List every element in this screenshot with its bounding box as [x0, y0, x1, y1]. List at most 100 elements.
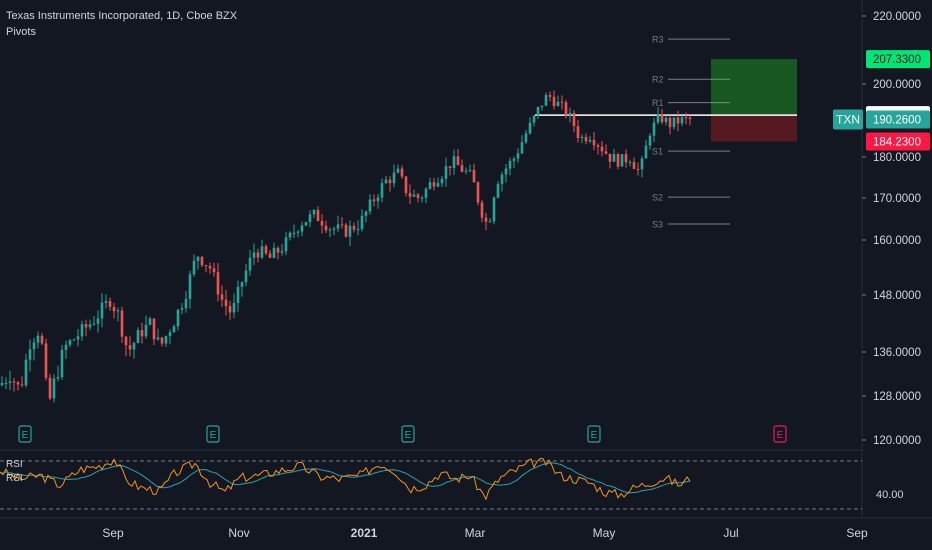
candle: [212, 263, 216, 277]
candle-body: [584, 136, 588, 142]
candle-body: [136, 330, 140, 343]
price-tick-label: 136.0000: [873, 347, 921, 359]
candle-body: [556, 101, 560, 107]
candle: [676, 110, 680, 132]
price-tick-label: 180.0000: [873, 152, 921, 164]
candle-body: [316, 209, 320, 222]
indicator-label[interactable]: Pivots: [6, 26, 36, 38]
time-tick-label: Mar: [465, 526, 486, 540]
candle-body: [420, 197, 424, 199]
candle: [248, 249, 252, 276]
last-price-label-box: [866, 110, 930, 129]
candle-body: [172, 326, 176, 333]
candle: [388, 176, 392, 192]
candle-body: [516, 153, 520, 159]
candle: [56, 365, 60, 382]
candle: [372, 194, 376, 207]
candle-body: [60, 349, 64, 377]
candle: [144, 315, 148, 339]
time-axis[interactable]: Sep Nov 2021 Mar May Jul Sep: [102, 526, 868, 540]
candle: [560, 95, 564, 110]
candle-body: [256, 252, 260, 258]
earnings-marker-box: [773, 425, 787, 443]
candle: [356, 220, 360, 236]
candle: [216, 263, 220, 302]
candle-body: [236, 286, 240, 303]
candle: [12, 377, 16, 392]
candle: [36, 331, 40, 349]
candle: [520, 135, 524, 155]
symbol-title[interactable]: Texas Instruments Incorporated, 1D, Cboe…: [6, 10, 238, 22]
candle: [524, 129, 528, 144]
last-price-label-text: 190.2600: [873, 115, 921, 127]
candle: [184, 291, 188, 313]
candle: [296, 230, 300, 238]
candle: [208, 262, 212, 274]
candle: [656, 107, 660, 125]
candle-body: [608, 153, 612, 162]
candle-body: [112, 306, 116, 312]
candle-body: [140, 330, 144, 337]
candle: [332, 226, 336, 236]
candle-body: [4, 382, 8, 384]
candle: [192, 254, 196, 278]
candle-body: [460, 165, 464, 172]
candle-body: [436, 183, 440, 187]
candle-body: [8, 381, 12, 383]
candle: [468, 164, 472, 173]
candle: [508, 157, 512, 176]
candle-body: [616, 154, 620, 167]
candle: [164, 335, 168, 348]
candle: [172, 324, 176, 333]
long-position-tool[interactable]: [535, 59, 797, 142]
candle-body: [540, 105, 544, 108]
candle: [624, 149, 628, 168]
candle: [180, 303, 184, 315]
price-axis[interactable]: 220.0000 200.0000 180.0000 170.0000 160.0000…: [862, 11, 921, 447]
candle: [176, 308, 180, 331]
candle: [24, 353, 28, 388]
pivot-label-s2: S2: [652, 193, 663, 203]
candle-body: [300, 225, 304, 232]
candle-body: [564, 102, 568, 116]
candle: [52, 374, 56, 403]
candle-body: [440, 178, 444, 184]
candle-body: [456, 156, 460, 166]
rsi-pane[interactable]: 40.00: [0, 458, 904, 510]
candle-body: [596, 145, 600, 147]
candle: [244, 263, 248, 287]
candle: [384, 176, 388, 184]
candle: [88, 319, 92, 331]
candle-body: [120, 310, 124, 337]
candle-body: [360, 215, 364, 229]
candle: [336, 215, 340, 233]
candle: [76, 329, 80, 347]
candle-body: [532, 115, 536, 123]
candle-body: [184, 298, 188, 309]
candle: [268, 250, 272, 259]
candle: [420, 195, 424, 203]
candle-body: [544, 95, 548, 106]
candle-body: [16, 382, 20, 385]
rsi-label-2[interactable]: RSI: [6, 473, 23, 484]
candle: [432, 177, 436, 191]
candle: [64, 340, 68, 359]
time-tick-label: May: [593, 526, 616, 540]
candle-body: [276, 247, 280, 253]
pivot-label-r1: R1: [652, 98, 664, 108]
time-tick-label: Jul: [723, 526, 738, 540]
candle: [592, 132, 596, 151]
candle: [108, 297, 112, 311]
candle: [484, 212, 488, 231]
candle-body: [280, 251, 284, 253]
pivot-label-r3: R3: [652, 35, 664, 45]
candle: [368, 193, 372, 215]
rsi-label-1[interactable]: RSI: [6, 459, 23, 470]
candle: [0, 376, 4, 387]
ticker-tag-text: TXN: [836, 113, 860, 127]
candle: [104, 294, 108, 309]
candle: [476, 181, 480, 206]
candle-body: [80, 324, 84, 337]
